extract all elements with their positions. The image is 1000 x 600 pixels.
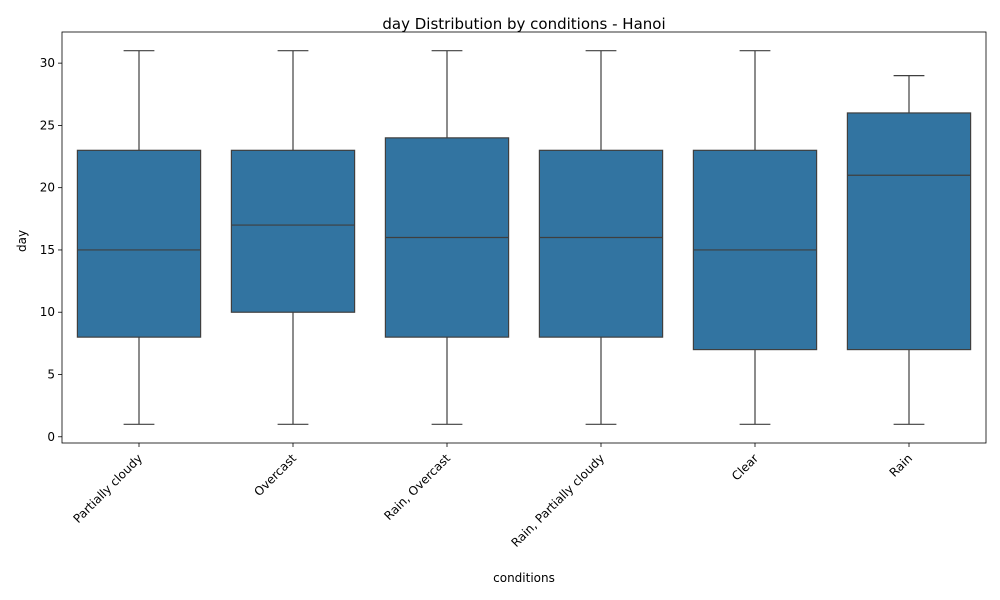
y-tick-label: 10 xyxy=(40,305,55,319)
y-tick-label: 5 xyxy=(47,368,55,382)
plot-frame xyxy=(61,31,987,444)
y-tick-label: 0 xyxy=(47,430,55,444)
x-tick-label: Overcast xyxy=(251,451,299,499)
iqr-box xyxy=(76,149,202,338)
x-tick-label: Rain, Overcast xyxy=(381,451,453,523)
iqr-box xyxy=(846,112,972,351)
x-tick-label: Partially cloudy xyxy=(70,451,145,526)
y-tick-label: 25 xyxy=(40,118,55,132)
x-tick-label: Clear xyxy=(729,451,761,483)
x-axis-label: conditions xyxy=(493,571,555,585)
y-axis-label: day xyxy=(15,230,29,252)
iqr-box xyxy=(538,149,664,338)
y-tick-label: 30 xyxy=(40,56,55,70)
plot-area: 0 5 10 15 20 25 30 Partially cloudy Overcast Rain… xyxy=(40,50,972,550)
y-tick-label: 20 xyxy=(40,181,55,195)
x-tick-label: Rain, Partially cloudy xyxy=(508,451,607,550)
x-tick-label: Rain xyxy=(887,451,916,480)
iqr-box xyxy=(230,149,356,313)
y-tick-label: 15 xyxy=(40,243,55,257)
chart-title: day Distribution by conditions - Hanoi xyxy=(382,15,665,33)
